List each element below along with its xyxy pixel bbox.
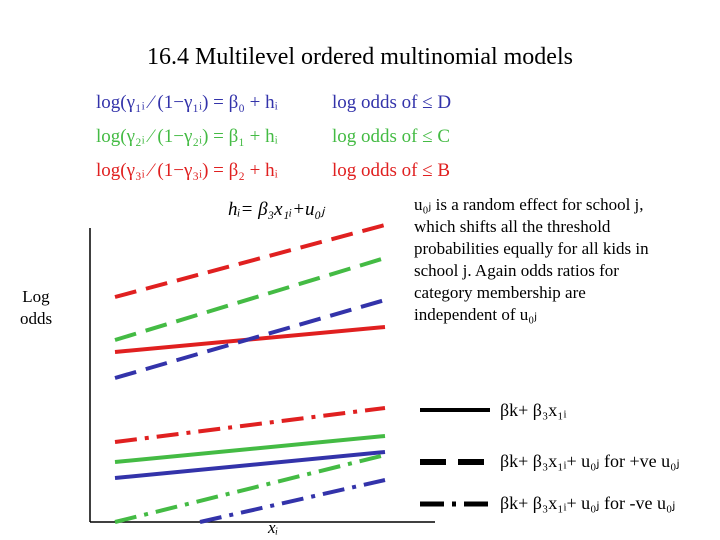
explanation-line: category membership are bbox=[414, 283, 586, 302]
green-dashed bbox=[114, 256, 386, 342]
red-dashed bbox=[114, 223, 386, 299]
blue-dashdot bbox=[199, 478, 386, 524]
equation: log(γ₂ᵢ ⁄ (1−γ₂ᵢ) = β₁ + hᵢ bbox=[96, 126, 278, 147]
h-equation: hᵢ= β₃x₁ᵢ+u₀ⱼ bbox=[228, 199, 325, 220]
equation: log(γ₁ᵢ ⁄ (1−γ₁ᵢ) = β₀ + hᵢ bbox=[96, 92, 278, 113]
explanation-line: probabilities equally for all kids in bbox=[414, 239, 649, 258]
blue-solid bbox=[114, 450, 386, 480]
title: 16.4 Multilevel ordered multinomial mode… bbox=[147, 44, 573, 70]
y-axis-label: Log odds bbox=[19, 287, 53, 328]
explanation-line: independent of u₀ⱼ bbox=[414, 305, 538, 324]
equation: log(γ₃ᵢ ⁄ (1−γ₃ᵢ) = β₂ + hᵢ bbox=[96, 160, 278, 181]
green-solid bbox=[114, 434, 386, 464]
explanation-line: school j. Again odds ratios for bbox=[414, 261, 619, 280]
red-dashdot bbox=[114, 406, 386, 444]
green-dashdot bbox=[114, 453, 386, 524]
lines bbox=[89, 223, 492, 524]
explanation: u₀ⱼ is a random effect for school j, whi… bbox=[414, 194, 649, 326]
equation-meaning: log odds of ≤ D bbox=[332, 92, 452, 113]
x-axis-label: xᵢ bbox=[268, 518, 279, 537]
equation-meaning: log odds of ≤ C bbox=[332, 126, 451, 147]
explanation-line: which shifts all the threshold bbox=[414, 217, 611, 236]
blue-dashed bbox=[114, 298, 386, 380]
equation-meaning: log odds of ≤ B bbox=[332, 160, 451, 181]
explanation-line: u₀ⱼ is a random effect for school j, bbox=[414, 195, 644, 214]
legend-entry: βk+ β₃x₁ᵢ bbox=[500, 400, 567, 420]
legend-entry: βk+ β₃x₁ᵢ+ u₀ⱼ for -ve u₀ⱼ bbox=[500, 493, 676, 513]
legend-entry: βk+ β₃x₁ᵢ+ u₀ⱼ for +ve u₀ⱼ bbox=[500, 451, 680, 471]
